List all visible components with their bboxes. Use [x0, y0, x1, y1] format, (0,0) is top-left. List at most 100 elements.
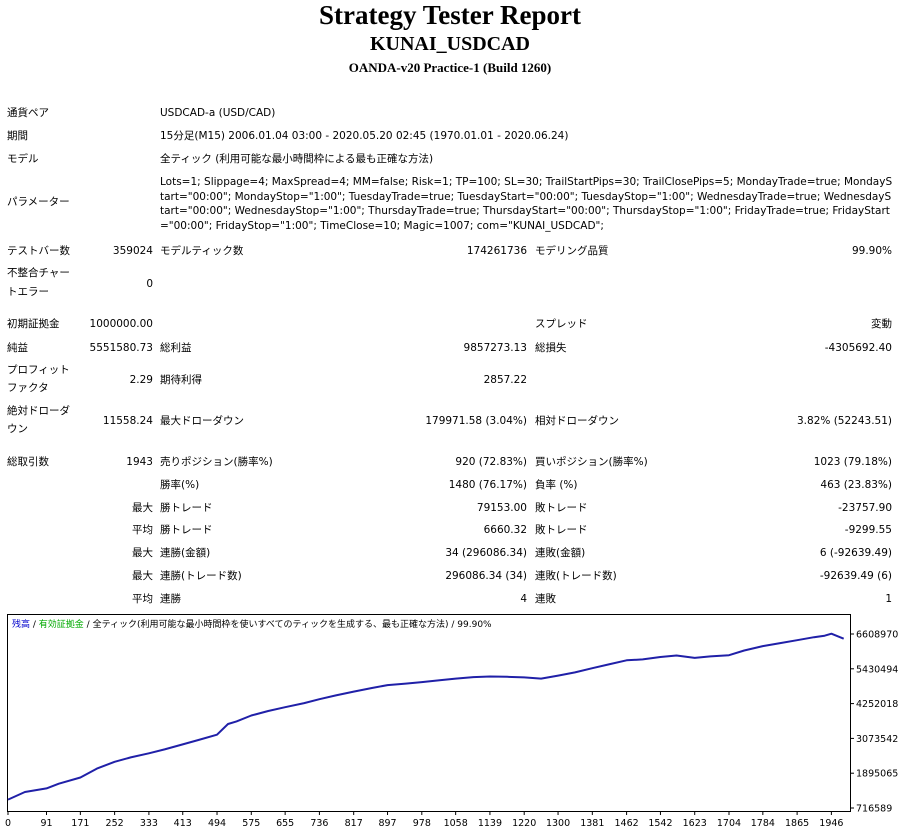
max-consecutive-wins-label: 連勝(金額) [160, 547, 211, 559]
short-positions-label: 売りポジション(勝率%) [160, 456, 273, 468]
y-tick-label: 5430494 [856, 664, 898, 675]
average-prefix: 平均 [132, 524, 153, 536]
gross-profit-label: 総利益 [160, 342, 192, 354]
y-tick-label: 716589 [856, 804, 892, 815]
mismatch-label-line2: トエラー [7, 286, 49, 298]
net-profit-label: 純益 [7, 342, 28, 354]
y-axis-ticks: 6608970 5430494 4252018 3073542 1895065 71658… [850, 630, 898, 815]
average-loss-label: 敗トレード [535, 524, 588, 536]
period-value: 15分足(M15) 2006.01.04 03:00 - 2020.05.20 … [160, 130, 569, 142]
net-profit-value: 5551580.73 [89, 342, 153, 354]
x-tick-label: 1058 [444, 818, 468, 829]
x-tick-label: 252 [106, 818, 124, 829]
gross-profit-value: 9857273.13 [463, 342, 527, 354]
x-tick-label: 1623 [683, 818, 707, 829]
legend-equity: 有効証拠金 [39, 618, 84, 630]
loss-rate-label: 負率 (%) [535, 479, 578, 491]
win-rate-label: 勝率(%) [160, 479, 200, 491]
ticks-label: モデルティック数 [160, 245, 244, 257]
largest-loss-label: 敗トレード [535, 502, 588, 514]
legend-model: 全ティック(利用可能な最小時間枠を使いすべてのティックを生成する、最も正確な方法… [93, 618, 449, 630]
x-tick-label: 897 [378, 818, 396, 829]
short-positions-value: 920 (72.83%) [455, 456, 527, 468]
average-consecutive-wins-value: 4 [520, 593, 527, 605]
spread-label: スプレッド [535, 318, 588, 330]
x-tick-label: 1139 [478, 818, 502, 829]
max-consecutive-losses-label: 連敗(金額) [535, 547, 586, 559]
bars-label: テストバー数 [7, 245, 70, 257]
average-win-value: 6660.32 [483, 524, 527, 536]
gross-loss-label: 総損失 [535, 342, 567, 354]
average-consecutive-wins-label: 連勝 [160, 593, 181, 605]
x-tick-label: 1784 [751, 818, 775, 829]
max-consecutive-loss-label: 連敗(トレード数) [535, 570, 617, 582]
max-consecutive-profit-value: 296086.34 (34) [445, 570, 527, 582]
max-consecutive-wins-value: 34 (296086.34) [445, 547, 527, 559]
x-tick-label: 1865 [785, 818, 809, 829]
absolute-drawdown-value: 11558.24 [102, 415, 153, 427]
quality-label: モデリング品質 [535, 245, 609, 257]
max-drawdown-label: 最大ドローダウン [160, 415, 244, 427]
spread-value: 変動 [871, 318, 892, 330]
model-label: モデル [7, 153, 39, 165]
params-value: Lots=1; Slippage=4; MaxSpread=4; MM=fals… [160, 176, 893, 232]
profit-factor-label-line1: プロフィット [7, 364, 70, 376]
legend-separator: / [30, 620, 39, 630]
deposit-value: 1000000.00 [89, 318, 153, 330]
max-consecutive-profit-label: 連勝(トレード数) [160, 570, 242, 582]
profit-factor-label-line2: ファクタ [7, 382, 49, 394]
legend-balance: 残高 [12, 618, 30, 630]
x-tick-label: 1704 [717, 818, 741, 829]
x-tick-label: 413 [174, 818, 192, 829]
x-tick-label: 0 [5, 818, 11, 829]
profit-factor-value: 2.29 [129, 374, 153, 386]
chart-plot-area [7, 614, 851, 812]
x-tick-label: 171 [71, 818, 89, 829]
x-tick-label: 1220 [512, 818, 536, 829]
x-tick-label: 736 [310, 818, 328, 829]
win-rate-value: 1480 (76.17%) [448, 479, 527, 491]
balance-chart: 残高 / 有効証拠金 / 全ティック(利用可能な最小時間枠を使いすべてのティック… [5, 614, 898, 829]
largest-loss-value: -23757.90 [838, 502, 892, 514]
legend-separator: / [84, 620, 93, 630]
model-value: 全ティック (利用可能な最小時間枠による最も正確な方法) [160, 153, 434, 165]
report-title: Strategy Tester Report [319, 0, 581, 30]
x-tick-label: 1300 [546, 818, 570, 829]
average-consecutive-losses-label: 連敗 [535, 593, 556, 605]
x-tick-label: 1462 [615, 818, 639, 829]
chart-legend: 残高 / 有効証拠金 / 全ティック(利用可能な最小時間枠を使いすべてのティック… [12, 618, 492, 630]
broker-name: OANDA-v20 Practice-1 (Build 1260) [348, 60, 552, 75]
relative-drawdown-label: 相対ドローダウン [535, 415, 619, 427]
y-tick-label: 6608970 [856, 630, 898, 641]
average-win-label: 勝トレード [160, 524, 213, 536]
x-tick-label: 817 [345, 818, 363, 829]
largest-win-label: 勝トレード [160, 502, 213, 514]
legend-quality: / 99.90% [449, 620, 493, 630]
largest-prefix: 最大 [132, 502, 153, 514]
chart-series [7, 632, 845, 801]
max-drawdown-value: 179971.58 (3.04%) [425, 415, 527, 427]
symbol-label: 通貨ペア [7, 107, 49, 119]
total-trades-label: 総取引数 [7, 456, 49, 468]
bars-value: 359024 [112, 245, 153, 257]
max-consecutive-losses-value: 6 (-92639.49) [819, 547, 892, 559]
x-tick-label: 91 [40, 818, 52, 829]
long-positions-label: 買いポジション(勝率%) [535, 456, 648, 468]
average-loss-value: -9299.55 [844, 524, 892, 536]
gross-loss-value: -4305692.40 [824, 342, 892, 354]
total-trades-value: 1943 [126, 456, 153, 468]
quality-value: 99.90% [851, 245, 892, 257]
y-tick-label: 1895065 [856, 769, 898, 780]
absolute-drawdown-label-line2: ウン [7, 423, 28, 435]
ticks-value: 174261736 [466, 245, 527, 257]
expected-payoff-label: 期待利得 [160, 374, 202, 386]
y-tick-label: 3073542 [856, 734, 898, 745]
mismatch-value: 0 [146, 278, 153, 290]
balance-line [7, 632, 845, 801]
average-consecutive-prefix: 平均 [132, 593, 153, 605]
x-axis-ticks: 0 91 171 252 333 413 494 575 655 736 817 897 978 1058… [5, 811, 843, 829]
symbol-value: USDCAD-a (USD/CAD) [160, 107, 276, 119]
mismatch-label-line1: 不整合チャー [7, 267, 70, 279]
x-tick-label: 978 [413, 818, 431, 829]
expert-name: KUNAI_USDCAD [369, 33, 530, 55]
